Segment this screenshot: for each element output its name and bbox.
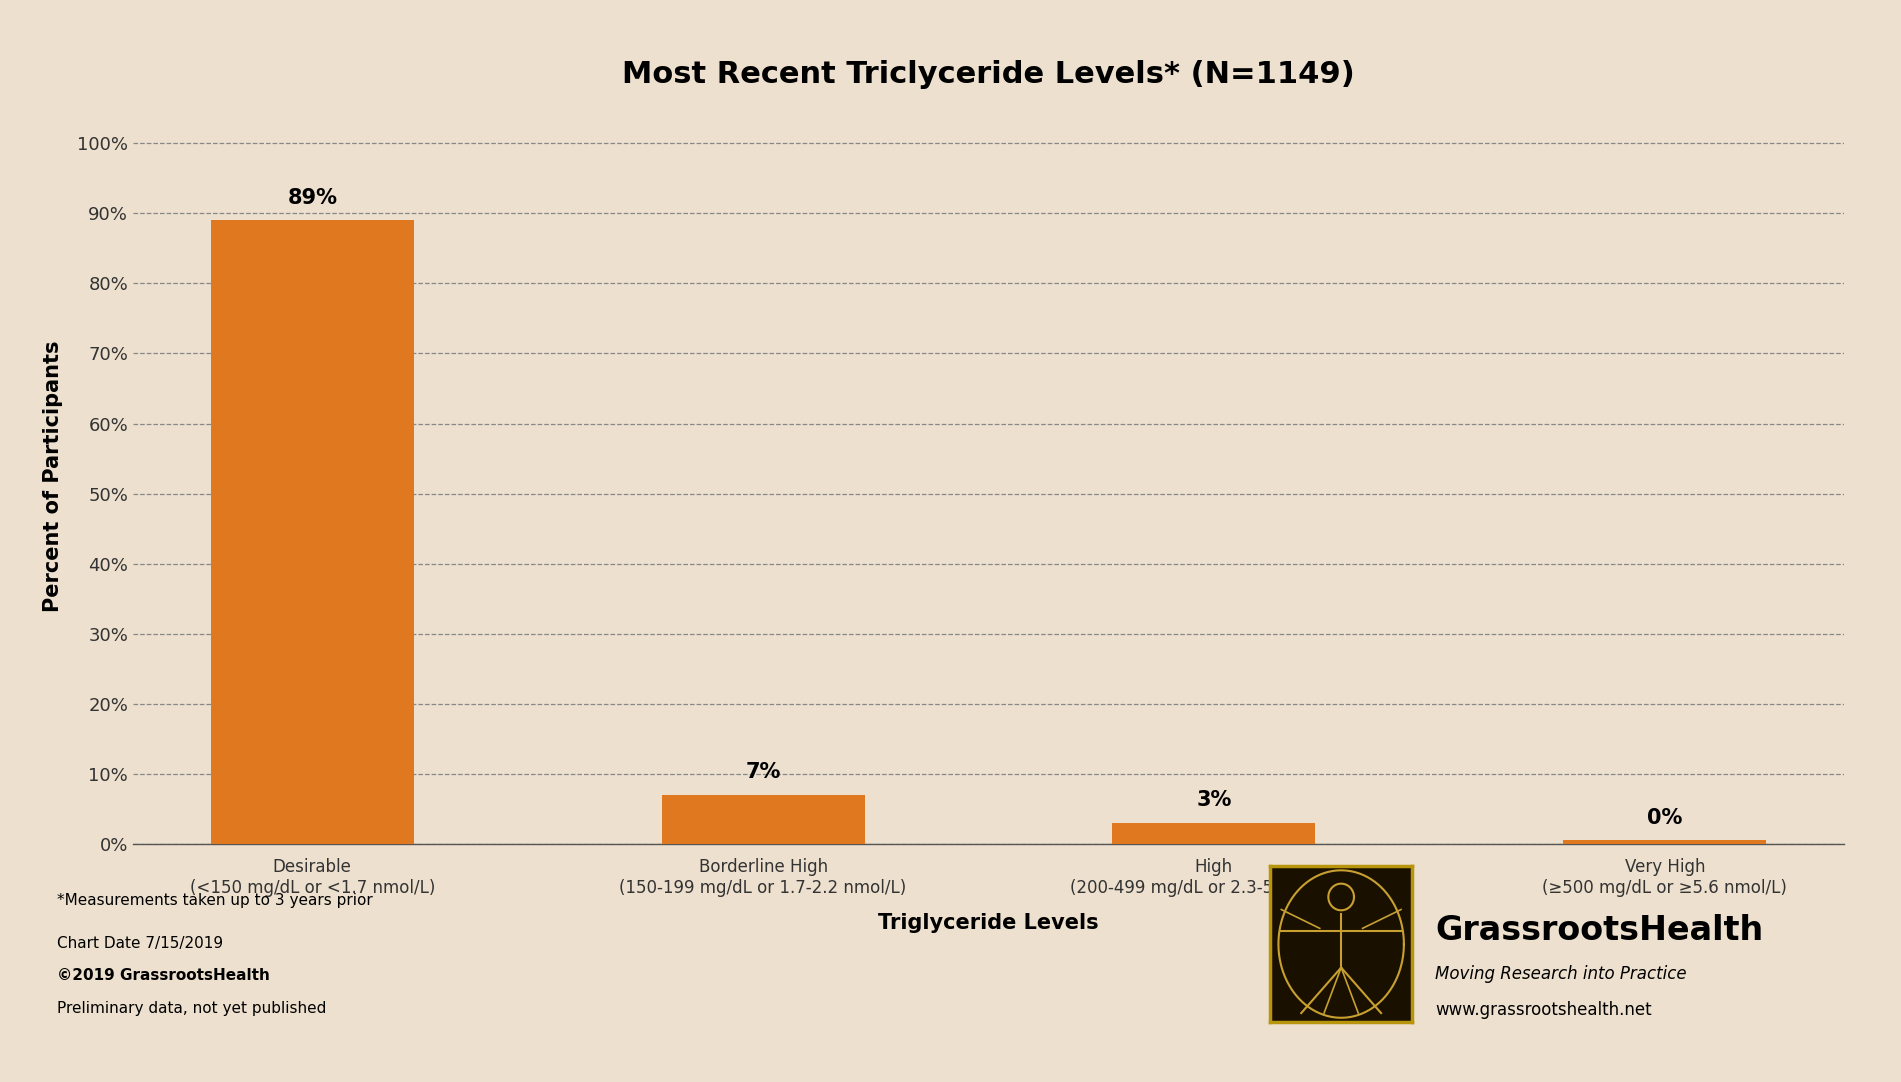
Text: *Measurements taken up to 3 years prior: *Measurements taken up to 3 years prior xyxy=(57,893,373,908)
Text: GrassrootsHealth: GrassrootsHealth xyxy=(1435,914,1764,947)
Text: ©2019 GrassrootsHealth: ©2019 GrassrootsHealth xyxy=(57,968,270,984)
Text: Preliminary data, not yet published: Preliminary data, not yet published xyxy=(57,1001,327,1016)
Text: Moving Research into Practice: Moving Research into Practice xyxy=(1435,965,1686,984)
Text: 0%: 0% xyxy=(1646,808,1682,828)
X-axis label: Triglyceride Levels: Triglyceride Levels xyxy=(878,913,1099,934)
Bar xyxy=(1112,823,1315,844)
Bar xyxy=(211,221,414,844)
Y-axis label: Percent of Participants: Percent of Participants xyxy=(44,341,63,611)
Text: 3%: 3% xyxy=(1196,790,1232,810)
Text: Chart Date 7/15/2019: Chart Date 7/15/2019 xyxy=(57,936,222,951)
Title: Most Recent Triclyceride Levels* (N=1149): Most Recent Triclyceride Levels* (N=1149… xyxy=(622,61,1355,89)
Text: 7%: 7% xyxy=(745,763,781,782)
Text: 89%: 89% xyxy=(287,187,336,208)
Bar xyxy=(1563,841,1766,844)
Bar xyxy=(662,795,865,844)
Text: www.grassrootshealth.net: www.grassrootshealth.net xyxy=(1435,1001,1652,1019)
